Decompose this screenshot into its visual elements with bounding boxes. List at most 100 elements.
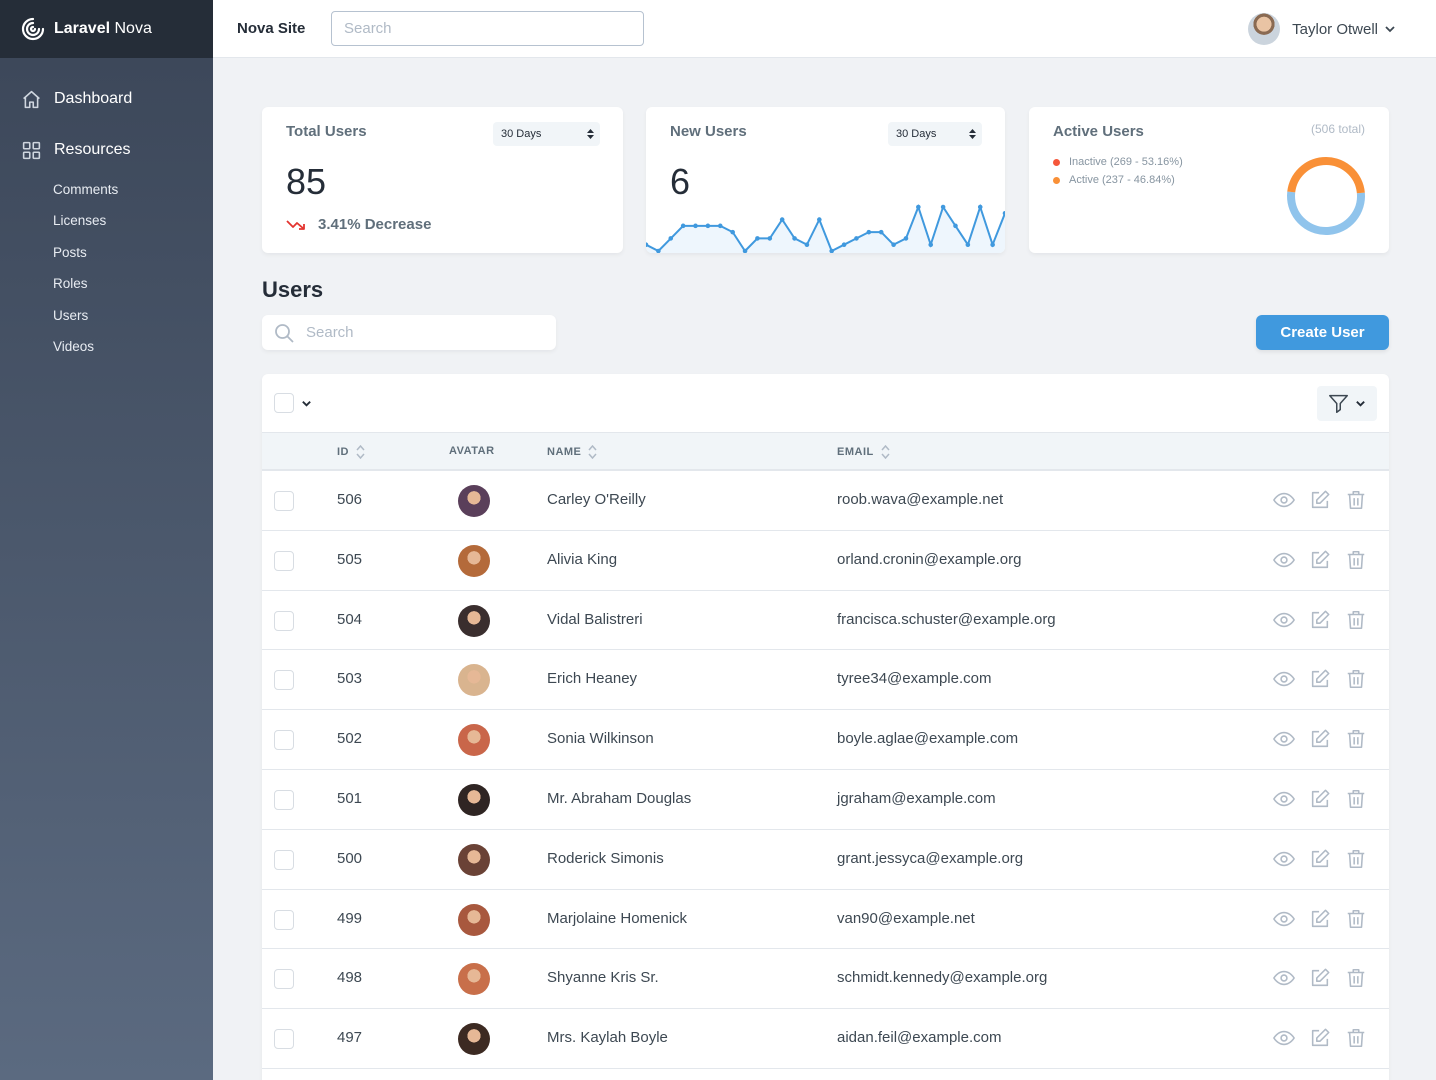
row-checkbox[interactable] [274, 730, 294, 751]
trash-icon[interactable] [1345, 549, 1367, 571]
row-actions [1259, 848, 1367, 870]
column-header-name[interactable]: NAME [547, 445, 597, 459]
sort-arrows-icon [969, 129, 976, 139]
select-all-checkbox[interactable] [274, 393, 294, 413]
sidebar-item-videos[interactable]: Videos [53, 338, 95, 354]
eye-icon[interactable] [1273, 1027, 1295, 1049]
row-checkbox[interactable] [274, 491, 294, 511]
edit-icon[interactable] [1309, 788, 1331, 810]
sparkline-point-6 [717, 223, 723, 229]
table-body: 506 Carley O'Reilly roob.wava@example.ne… [262, 471, 1389, 1080]
trash-icon[interactable] [1345, 908, 1367, 930]
sort-icon [588, 445, 597, 459]
user-id: 505 [337, 550, 363, 568]
global-search-input[interactable] [331, 11, 644, 46]
sparkline-point-12 [792, 236, 797, 241]
eye-icon[interactable] [1273, 967, 1295, 989]
user-name: Vidal Balistreri [547, 610, 643, 628]
sidebar-item-posts[interactable]: Posts [53, 244, 87, 260]
trash-icon[interactable] [1345, 668, 1367, 690]
user-email: tyree34@example.com [837, 670, 992, 688]
row-checkbox[interactable] [274, 909, 294, 930]
user-id: 503 [337, 670, 363, 688]
row-checkbox[interactable] [274, 789, 294, 810]
row-checkbox[interactable] [274, 849, 294, 870]
chevron-down-icon[interactable] [301, 398, 312, 409]
sparkline-point-28 [990, 242, 995, 248]
sidebar-item-licenses[interactable]: Licenses [53, 213, 107, 229]
sparkline-point-3 [680, 223, 686, 229]
avatar [458, 783, 490, 816]
trash-icon[interactable] [1345, 848, 1367, 870]
eye-icon[interactable] [1273, 609, 1295, 631]
brand-name: Laravel Nova [54, 20, 152, 37]
sparkline-point-19 [878, 229, 884, 235]
sidebar-section-label: Resources [54, 141, 131, 158]
sparkline-point-1 [656, 248, 661, 253]
trash-icon[interactable] [1345, 728, 1367, 750]
user-id: 502 [337, 730, 363, 748]
trash-icon[interactable] [1345, 1027, 1367, 1049]
sidebar-item-roles[interactable]: Roles [53, 276, 88, 292]
table-row: 497 Mrs. Kaylah Boyle aidan.feil@example… [262, 1009, 1389, 1069]
search-input[interactable] [306, 315, 546, 350]
chevron-down-icon [1356, 401, 1365, 407]
trash-icon[interactable] [1345, 489, 1367, 511]
sidebar-item-users[interactable]: Users [53, 307, 89, 323]
table-row: 503 Erich Heaney tyree34@example.com [262, 650, 1389, 711]
edit-icon[interactable] [1309, 668, 1331, 690]
edit-icon[interactable] [1309, 609, 1331, 631]
edit-icon[interactable] [1309, 1027, 1331, 1049]
sidebar-item-dashboard[interactable]: Dashboard [0, 87, 132, 111]
eye-icon[interactable] [1273, 668, 1295, 690]
eye-icon[interactable] [1273, 489, 1295, 511]
legend-item: Active (237 - 46.84%) [1053, 171, 1183, 189]
trash-icon[interactable] [1345, 967, 1367, 989]
trend-indicator: 3.41% Decrease [286, 216, 431, 233]
user-menu[interactable]: Taylor Otwell [1248, 13, 1396, 45]
trash-icon[interactable] [1345, 609, 1367, 631]
eye-icon[interactable] [1273, 848, 1295, 870]
new-users-card: New Users 30 Days 6 [646, 107, 1005, 253]
sparkline-point-26 [965, 242, 971, 248]
table-row: 502 Sonia Wilkinson boyle.aglae@example.… [262, 710, 1389, 770]
user-id: 497 [337, 1029, 363, 1047]
user-id: 499 [337, 909, 363, 927]
user-name: Sonia Wilkinson [547, 730, 654, 748]
range-select[interactable]: 30 Days [888, 122, 982, 146]
eye-icon[interactable] [1273, 788, 1295, 810]
row-checkbox[interactable] [274, 610, 294, 631]
edit-icon[interactable] [1309, 908, 1331, 930]
sparkline-point-9 [755, 236, 760, 241]
eye-icon[interactable] [1273, 908, 1295, 930]
brand[interactable]: Laravel Nova [0, 0, 213, 58]
column-header-id[interactable]: ID [337, 445, 365, 459]
edit-icon[interactable] [1309, 728, 1331, 750]
sidebar-section-resources[interactable]: Resources [0, 138, 130, 162]
user-name: Marjolaine Homenick [547, 909, 688, 927]
table-row: 498 Shyanne Kris Sr. schmidt.kennedy@exa… [262, 949, 1389, 1010]
total-users-card: Total Users 30 Days 85 3.41% Decrease [262, 107, 623, 253]
edit-icon[interactable] [1309, 848, 1331, 870]
sidebar-item-comments[interactable]: Comments [53, 182, 119, 197]
edit-icon[interactable] [1309, 967, 1331, 989]
eye-icon[interactable] [1273, 549, 1295, 571]
user-email: boyle.aglae@example.com [837, 730, 1019, 748]
create-user-button[interactable]: Create User [1256, 315, 1389, 350]
column-header-email[interactable]: EMAIL [837, 445, 890, 459]
sparkline-point-4 [693, 223, 698, 229]
trash-icon[interactable] [1345, 788, 1367, 810]
sparkline-point-8 [742, 248, 748, 253]
range-select[interactable]: 30 Days [493, 122, 600, 146]
row-checkbox[interactable] [274, 670, 294, 691]
trend-down-icon [286, 219, 305, 230]
user-email: aidan.feil@example.com [837, 1029, 1002, 1047]
row-checkbox[interactable] [274, 550, 294, 571]
edit-icon[interactable] [1309, 489, 1331, 511]
row-checkbox[interactable] [274, 1029, 294, 1050]
eye-icon[interactable] [1273, 728, 1295, 750]
row-checkbox[interactable] [274, 969, 294, 990]
site-name[interactable]: Nova Site [237, 20, 306, 37]
edit-icon[interactable] [1309, 549, 1331, 571]
filter-button[interactable] [1317, 386, 1377, 421]
